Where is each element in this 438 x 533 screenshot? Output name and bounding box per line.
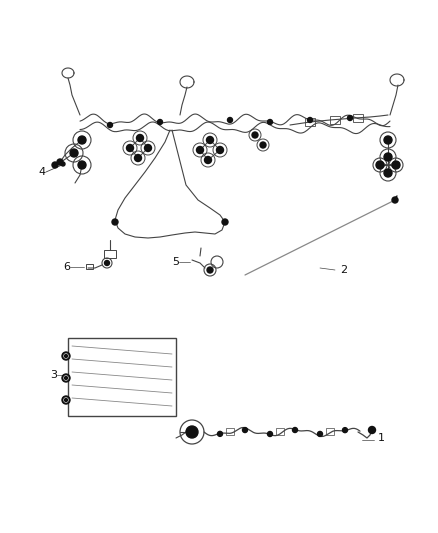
Circle shape: [61, 162, 65, 166]
Circle shape: [216, 147, 223, 154]
Circle shape: [186, 426, 198, 438]
Circle shape: [64, 398, 68, 402]
Circle shape: [318, 431, 322, 437]
Text: 3: 3: [50, 370, 57, 380]
Circle shape: [145, 144, 152, 151]
Circle shape: [64, 354, 67, 358]
Circle shape: [307, 117, 312, 123]
Circle shape: [158, 119, 162, 125]
Bar: [276, 428, 284, 435]
Circle shape: [62, 352, 70, 360]
Bar: [68, 338, 176, 416]
Bar: [353, 114, 363, 122]
Text: 6: 6: [63, 262, 70, 272]
Text: 4: 4: [38, 167, 45, 177]
Circle shape: [134, 155, 141, 161]
Circle shape: [384, 136, 392, 144]
Circle shape: [64, 376, 67, 379]
Circle shape: [197, 147, 204, 154]
Circle shape: [64, 399, 67, 401]
Bar: [226, 428, 234, 435]
Circle shape: [222, 219, 228, 225]
Circle shape: [206, 136, 213, 143]
Circle shape: [392, 161, 400, 169]
Circle shape: [78, 136, 86, 144]
Circle shape: [260, 142, 266, 148]
Circle shape: [384, 169, 392, 177]
Circle shape: [70, 149, 78, 157]
Circle shape: [112, 219, 118, 225]
Circle shape: [127, 144, 134, 151]
Text: 2: 2: [340, 265, 347, 275]
Circle shape: [52, 162, 58, 168]
Circle shape: [268, 432, 272, 437]
Circle shape: [78, 161, 86, 169]
Bar: [305, 118, 315, 126]
Circle shape: [57, 159, 63, 165]
Text: 5: 5: [172, 257, 179, 267]
Circle shape: [207, 267, 213, 273]
Circle shape: [268, 119, 272, 125]
Circle shape: [107, 123, 113, 127]
Circle shape: [205, 157, 212, 164]
Circle shape: [62, 396, 70, 404]
Text: 1: 1: [378, 433, 385, 443]
Circle shape: [384, 153, 392, 161]
Circle shape: [392, 197, 398, 203]
Circle shape: [347, 116, 353, 120]
Circle shape: [252, 132, 258, 138]
Circle shape: [62, 374, 70, 382]
Circle shape: [243, 427, 247, 433]
Circle shape: [293, 427, 297, 432]
Bar: [330, 116, 340, 124]
Circle shape: [368, 426, 375, 433]
Bar: [86, 264, 93, 269]
Circle shape: [343, 427, 347, 433]
Bar: [104, 250, 116, 258]
Circle shape: [105, 261, 110, 265]
Circle shape: [227, 117, 233, 123]
Circle shape: [64, 376, 68, 380]
Circle shape: [64, 354, 68, 358]
Circle shape: [218, 431, 223, 437]
Circle shape: [137, 134, 144, 141]
Bar: [326, 428, 334, 435]
Circle shape: [376, 161, 384, 169]
